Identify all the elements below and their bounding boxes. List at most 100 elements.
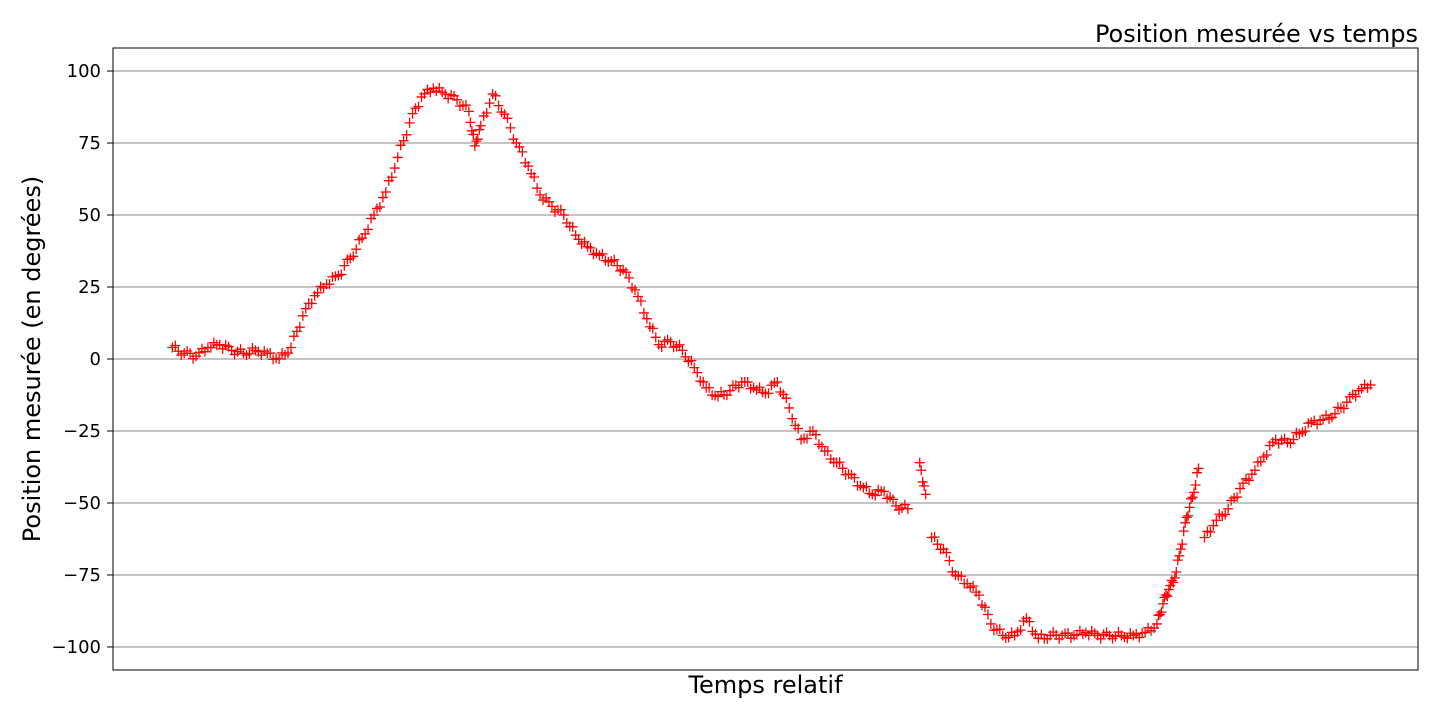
y-tick-label: 100 <box>67 61 101 82</box>
data-point-marker <box>647 323 658 334</box>
data-point-marker <box>469 140 480 151</box>
data-point-marker <box>377 192 388 203</box>
data-point-marker <box>312 287 323 298</box>
data-point-marker <box>1154 609 1165 620</box>
data-point-marker <box>546 201 557 212</box>
data-point-marker <box>914 457 925 468</box>
data-point-marker <box>1178 526 1189 537</box>
data-point-marker <box>733 382 744 393</box>
data-point-marker <box>698 376 709 387</box>
data-point-marker <box>401 129 412 140</box>
data-point-marker <box>763 388 774 399</box>
data-point-marker <box>306 298 317 309</box>
data-point-marker <box>244 348 255 359</box>
data-point-marker <box>392 152 403 163</box>
data-point-marker <box>1189 487 1200 498</box>
data-point-marker <box>484 98 495 109</box>
data-point-marker <box>1174 550 1185 561</box>
data-point-marker <box>348 251 359 262</box>
data-point-marker <box>1160 589 1171 600</box>
data-point-marker <box>1187 492 1198 503</box>
data-point-marker <box>502 113 513 124</box>
data-point-marker <box>265 348 276 359</box>
data-point-marker <box>1152 618 1162 629</box>
data-point-marker <box>941 547 952 558</box>
data-point-marker <box>1003 632 1014 643</box>
data-point-marker <box>585 242 596 253</box>
data-point-marker <box>1168 577 1179 588</box>
data-point-marker <box>274 354 285 364</box>
data-point-marker <box>784 402 795 413</box>
data-markers <box>167 82 1376 644</box>
data-point-marker <box>944 555 955 566</box>
data-point-marker <box>1235 483 1246 494</box>
data-point-marker <box>1184 502 1195 513</box>
data-point-marker <box>979 602 990 613</box>
data-point-marker <box>834 457 845 468</box>
data-point-marker <box>1249 465 1260 476</box>
y-tick-label: 0 <box>90 349 101 370</box>
data-point-marker <box>802 433 813 444</box>
data-point-marker <box>481 108 492 119</box>
data-point-marker <box>612 260 623 271</box>
data-point-marker <box>1162 591 1173 602</box>
data-point-marker <box>1175 544 1186 555</box>
data-point-marker <box>724 385 735 396</box>
data-point-marker <box>472 134 483 145</box>
data-point-marker <box>1024 616 1035 627</box>
data-point-marker <box>285 342 296 353</box>
data-point-marker <box>363 224 374 235</box>
data-point-marker <box>754 382 765 393</box>
data-point-marker <box>929 531 940 542</box>
data-point-marker <box>170 340 181 351</box>
data-point-marker <box>1338 403 1349 414</box>
data-point-marker <box>1232 492 1243 503</box>
data-point-marker <box>609 254 620 265</box>
grid-lines <box>113 70 1418 648</box>
data-point-marker <box>1220 509 1231 520</box>
data-point-marker <box>677 345 688 356</box>
y-tick-label: −75 <box>63 565 101 586</box>
data-point-marker <box>339 260 350 271</box>
data-point-marker <box>452 94 463 105</box>
data-point-marker <box>1171 566 1182 577</box>
data-point-marker <box>1192 467 1203 478</box>
data-point-marker <box>650 332 661 343</box>
data-point-marker <box>380 186 391 197</box>
data-point-marker <box>324 279 335 290</box>
data-point-marker <box>1015 625 1026 636</box>
data-point-marker <box>656 342 667 353</box>
data-point-marker <box>1186 493 1197 504</box>
data-point-marker <box>793 423 804 434</box>
chart-title: Position mesurée vs temps <box>1095 20 1418 48</box>
data-point-marker <box>919 480 930 491</box>
data-point-marker <box>567 221 578 232</box>
data-point-marker <box>374 201 385 212</box>
data-point-marker <box>772 377 783 388</box>
data-point-marker <box>1205 527 1216 538</box>
data-point-marker <box>1211 515 1222 526</box>
data-point-marker <box>1223 503 1234 514</box>
data-point-marker <box>692 367 703 378</box>
data-point-marker <box>916 465 927 476</box>
data-point-marker <box>787 413 798 424</box>
data-point-marker <box>535 189 546 200</box>
data-point-marker <box>870 490 881 501</box>
data-point-marker <box>460 100 471 111</box>
data-point-marker <box>781 393 792 404</box>
data-point-marker <box>1156 607 1167 618</box>
data-point-marker <box>389 163 400 174</box>
data-point-marker <box>1300 426 1311 437</box>
data-point-marker <box>468 129 479 140</box>
data-point-marker <box>932 539 943 550</box>
y-tick-label: −100 <box>52 637 101 658</box>
data-point-marker <box>879 486 890 497</box>
data-point-marker <box>493 100 504 111</box>
data-point-marker <box>630 284 640 295</box>
data-point-marker <box>532 183 543 194</box>
data-point-marker <box>300 303 311 314</box>
y-tick-labels: 100 75 50 25 0 −25 −50 −75 −100 <box>52 61 113 658</box>
data-point-marker <box>641 313 652 324</box>
data-point-marker <box>1243 475 1254 486</box>
plot-frame <box>112 47 1419 671</box>
